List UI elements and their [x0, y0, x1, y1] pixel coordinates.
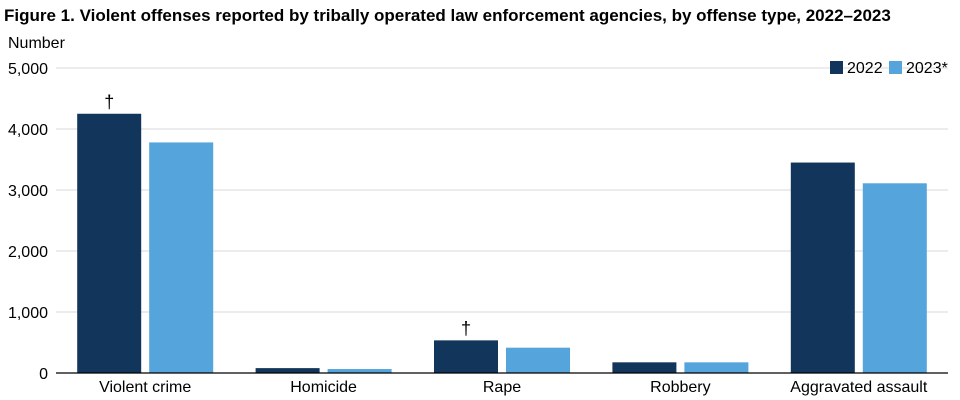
- x-category-label: Violent crime: [99, 379, 191, 396]
- bar-2023-violent-crime: [149, 142, 214, 373]
- bar-2022-rape: [434, 340, 498, 373]
- dagger-annotation: †: [104, 92, 114, 112]
- x-category-label: Homicide: [290, 379, 357, 396]
- x-axis-categories: Violent crime Homicide Rape Robbery Aggravat…: [99, 379, 928, 396]
- bars: [77, 113, 927, 373]
- y-tick-label: 4,000: [8, 122, 48, 139]
- bar-2023-robbery: [684, 362, 749, 373]
- bar-2022-robbery: [612, 362, 677, 373]
- bar-2022-aggravated-assault: [790, 162, 855, 373]
- bar-2023-aggravated-assault: [862, 183, 927, 373]
- y-tick-label: 3,000: [8, 183, 48, 200]
- y-axis-label: Number: [8, 35, 66, 52]
- legend-swatch: [889, 61, 902, 74]
- legend-label: 2023*: [906, 60, 948, 77]
- y-tick-label: 2,000: [8, 244, 48, 261]
- legend-label: 2022: [847, 60, 883, 77]
- y-tick-label: 0: [39, 366, 48, 383]
- x-category-label: Robbery: [650, 379, 710, 396]
- legend-swatch: [830, 61, 843, 74]
- x-category-label: Rape: [483, 379, 521, 396]
- bar-annotations: ††: [104, 92, 471, 339]
- y-tick-label: 5,000: [8, 61, 48, 78]
- chart-title: Figure 1. Violent offenses reported by t…: [4, 6, 891, 25]
- y-tick-label: 1,000: [8, 305, 48, 322]
- legend: 2022 2023*: [830, 60, 948, 77]
- bar-2023-homicide: [327, 369, 392, 373]
- bar-2022-violent-crime: [77, 113, 142, 373]
- bar-2022-homicide: [255, 368, 320, 373]
- x-category-label: Aggravated assault: [790, 379, 928, 396]
- y-axis-ticks: 0 1,000 2,000 3,000 4,000 5,000: [8, 61, 48, 383]
- bar-2023-rape: [506, 347, 570, 373]
- dagger-annotation: †: [461, 318, 471, 338]
